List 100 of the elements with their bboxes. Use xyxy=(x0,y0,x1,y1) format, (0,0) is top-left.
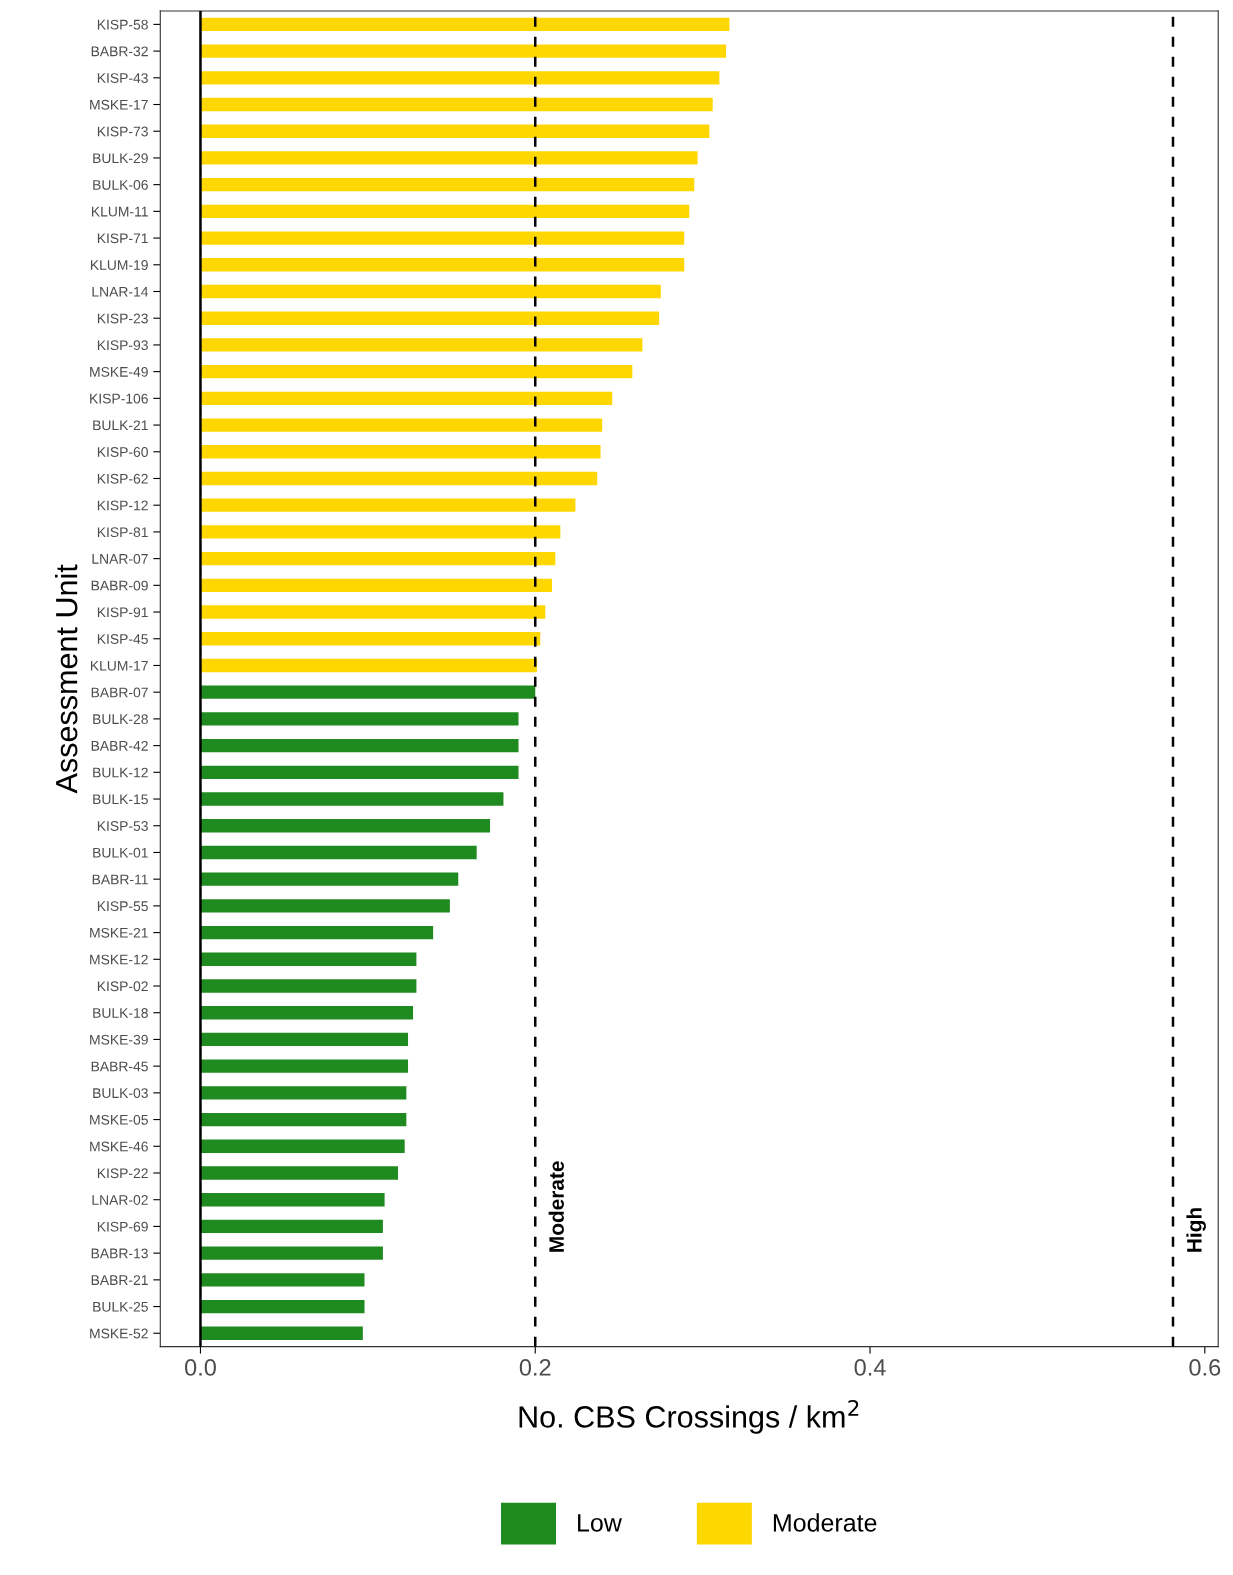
y-tick-label: BULK-15 xyxy=(93,794,148,805)
x-tick-label: 0.6 xyxy=(1189,1359,1221,1376)
bar xyxy=(200,605,546,619)
y-tick-label: LNAR-02 xyxy=(92,1195,148,1205)
y-tick-label: BABR-07 xyxy=(91,687,148,698)
bar xyxy=(200,1112,407,1127)
legend-label: Low xyxy=(578,1514,622,1532)
y-tick-label: KISP-55 xyxy=(97,901,148,912)
x-tick-label: 0.4 xyxy=(854,1359,886,1376)
legend-label: Moderate xyxy=(773,1513,877,1532)
ref-line-label: Moderate xyxy=(548,1161,564,1252)
bar xyxy=(200,391,613,406)
bar xyxy=(200,1086,407,1100)
bar xyxy=(200,1326,363,1340)
y-tick-label: KISP-81 xyxy=(97,527,148,538)
y-tick-label: KLUM-11 xyxy=(91,206,148,217)
x-tick-label: 0.0 xyxy=(184,1359,216,1376)
bar xyxy=(200,1006,414,1020)
y-tick-label: MSKE-52 xyxy=(90,1328,148,1339)
bar xyxy=(200,738,519,753)
bar xyxy=(200,1166,398,1180)
y-tick-label: BULK-03 xyxy=(93,1088,148,1099)
y-axis-title: Assessment Unit xyxy=(55,564,78,794)
bar xyxy=(200,1032,409,1047)
y-tick-label: BULK-29 xyxy=(93,153,148,164)
bar xyxy=(200,71,720,85)
y-tick-label: KISP-02 xyxy=(97,981,148,992)
y-tick-label: BULK-18 xyxy=(93,1008,148,1018)
y-tick-label: BABR-21 xyxy=(91,1275,148,1285)
y-tick-label: KISP-69 xyxy=(97,1221,148,1232)
ref-line-label: High xyxy=(1186,1208,1206,1252)
y-tick-label: BABR-45 xyxy=(91,1061,148,1072)
bar xyxy=(200,445,601,459)
bar xyxy=(200,1193,385,1207)
bar xyxy=(200,17,730,32)
y-tick-label: BULK-06 xyxy=(93,179,148,190)
bar xyxy=(200,1273,365,1287)
y-tick-label: BABR-09 xyxy=(91,580,148,591)
y-tick-label: KLUM-19 xyxy=(90,260,148,270)
bar xyxy=(200,1139,405,1153)
bar xyxy=(200,44,727,58)
bar xyxy=(200,418,603,432)
x-tick-label: 0.2 xyxy=(519,1359,551,1376)
bar xyxy=(200,338,643,352)
bar xyxy=(200,97,713,112)
y-tick-label: BULK-12 xyxy=(93,767,148,778)
bar xyxy=(200,819,491,833)
y-tick-label: MSKE-39 xyxy=(90,1034,148,1045)
y-tick-label: LNAR-07 xyxy=(92,553,148,564)
bar xyxy=(200,658,537,673)
bar xyxy=(200,551,556,566)
y-tick-label: MSKE-49 xyxy=(90,366,148,377)
y-tick-label: KISP-22 xyxy=(97,1168,148,1179)
y-tick-label: KISP-106 xyxy=(90,393,148,404)
y-tick-label: BULK-01 xyxy=(93,847,148,858)
y-tick-label: BULK-21 xyxy=(93,420,148,431)
bar xyxy=(200,364,633,379)
bar xyxy=(200,765,519,779)
bar xyxy=(200,525,561,539)
y-tick-label: KISP-91 xyxy=(97,607,148,618)
y-tick-label: KISP-60 xyxy=(97,447,148,457)
bar xyxy=(200,952,417,966)
bar xyxy=(200,124,710,138)
y-tick-label: KISP-45 xyxy=(97,634,148,644)
bar xyxy=(200,925,434,940)
y-tick-label: KISP-73 xyxy=(97,126,148,137)
y-tick-label: BABR-11 xyxy=(92,874,148,885)
bar xyxy=(200,685,536,699)
bar xyxy=(200,845,477,860)
y-tick-label: KISP-43 xyxy=(97,73,148,83)
y-tick-label: KISP-23 xyxy=(97,313,148,324)
y-tick-label: BABR-13 xyxy=(91,1248,148,1259)
bar xyxy=(200,979,417,993)
y-tick-label: MSKE-17 xyxy=(90,99,148,110)
y-tick-label: BULK-25 xyxy=(93,1301,148,1312)
bar xyxy=(200,177,695,192)
y-tick-label: MSKE-05 xyxy=(90,1114,148,1125)
bar xyxy=(200,792,504,806)
bar xyxy=(200,899,450,913)
y-tick-label: KISP-12 xyxy=(97,500,148,511)
y-tick-label: KISP-53 xyxy=(97,821,148,831)
y-tick-label: KISP-62 xyxy=(97,473,148,484)
bar xyxy=(200,311,660,325)
bar xyxy=(200,204,690,219)
bar xyxy=(200,632,541,646)
y-tick-label: KISP-71 xyxy=(97,233,148,244)
y-tick-label: KISP-58 xyxy=(97,19,148,30)
bar xyxy=(200,1219,383,1234)
y-tick-label: BULK-28 xyxy=(93,714,148,725)
y-tick-label: MSKE-46 xyxy=(90,1141,148,1152)
y-tick-label: BABR-42 xyxy=(91,740,148,751)
y-tick-label: KLUM-17 xyxy=(90,660,148,671)
bar xyxy=(200,151,698,165)
bar xyxy=(200,1246,383,1260)
y-tick-label: LNAR-14 xyxy=(92,286,149,297)
y-tick-label: BABR-32 xyxy=(91,46,148,57)
y-tick-label: MSKE-12 xyxy=(90,954,148,965)
y-tick-label: KISP-93 xyxy=(97,340,148,351)
bar xyxy=(200,258,685,272)
bar xyxy=(200,1299,365,1314)
